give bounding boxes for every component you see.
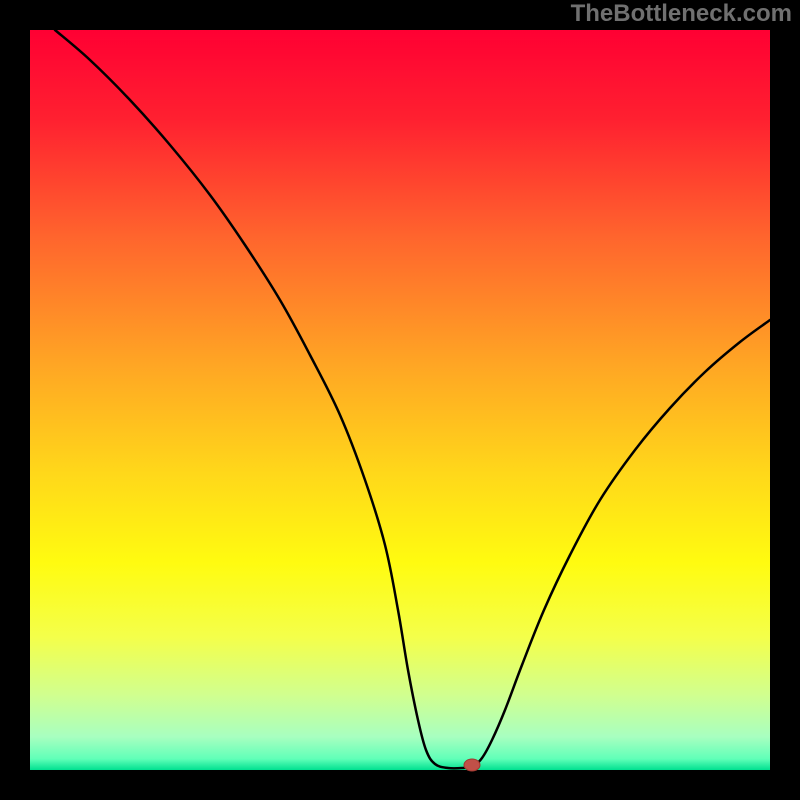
watermark-text: TheBottleneck.com	[571, 0, 792, 28]
chart-container: TheBottleneck.com	[0, 0, 800, 800]
chart-background-gradient	[30, 30, 770, 770]
optimal-point-marker	[464, 759, 480, 771]
bottleneck-chart	[0, 0, 800, 800]
